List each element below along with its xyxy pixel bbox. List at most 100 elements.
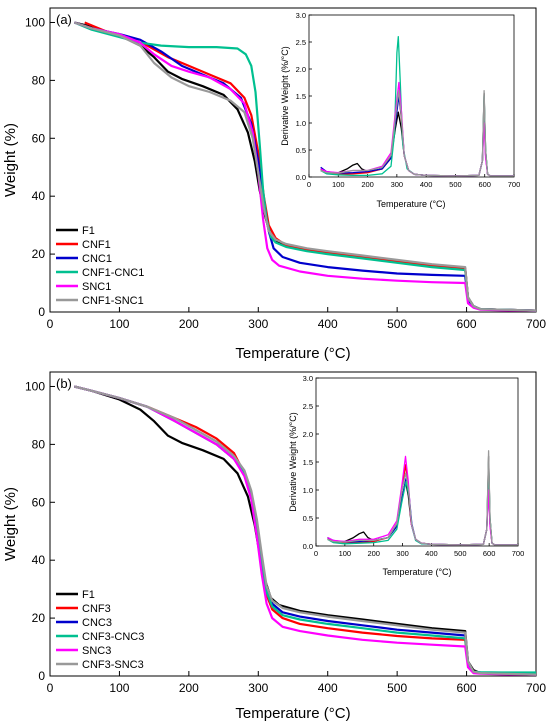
panel-a-inset-x-tick-label: 200 <box>361 180 374 189</box>
panel-a-inset-y-tick-label: 0.5 <box>296 146 306 155</box>
panel-b-series-line-snc3 <box>74 385 537 676</box>
panel-a-inset-series-line-cnf1-snc1 <box>320 89 514 177</box>
panel-a-inset-frame <box>308 14 515 178</box>
panel-a-x-tick-label: 600 <box>457 317 477 331</box>
panel-b-y-tick-label: 100 <box>25 379 45 393</box>
panel-b-legend-label: CNC3 <box>82 617 112 629</box>
panel-a-y-ticks: 0 20 40 60 80 100 <box>25 15 55 319</box>
panel-b-inset-x-tick-label: 600 <box>483 549 496 558</box>
panel-a-x-tick-label: 100 <box>109 317 129 331</box>
panel-b-inset-x-ticks: 0 100 200 300 400 500 600 700 <box>314 543 524 558</box>
panel-a-series <box>73 21 537 312</box>
panel-b-y-tick-label: 40 <box>32 553 46 567</box>
panel-a-x-tick-label: 500 <box>387 317 407 331</box>
panel-a-x-tick-label: 300 <box>248 317 268 331</box>
panel-a-y-axis-label: Weight (%) <box>2 123 19 197</box>
panel-a-x-tick-label: 200 <box>179 317 199 331</box>
panel-a-inset-series <box>320 35 514 177</box>
panel-b-inset-x-tick-label: 700 <box>512 549 525 558</box>
panel-b-plot-frame <box>49 371 537 677</box>
panel-a-inset-x-ticks: 0 100 200 300 400 500 600 700 <box>307 174 520 189</box>
panel-b-legend-label: CNF3-CNC3 <box>82 631 144 643</box>
panel-a-y-tick-label: 100 <box>25 15 45 29</box>
panel-a-y-tick-label: 40 <box>32 189 46 203</box>
panel-b-inset-x-tick-label: 400 <box>425 549 438 558</box>
panel-a-x-tick-label: 400 <box>318 317 338 331</box>
panel-b-inset-x-tick-label: 0 <box>314 549 318 558</box>
panel-b-legend-label: CNF3 <box>82 603 111 615</box>
panel-a-inset-y-tick-label: 2.0 <box>296 65 306 74</box>
panel-b-y-tick-label: 0 <box>38 669 45 683</box>
panel-b-y-tick-label: 20 <box>32 611 46 625</box>
panel-a-inset-y-tick-label: 0.0 <box>296 173 306 182</box>
panel-a-inset-y-tick-label: 3.0 <box>296 11 306 20</box>
panel-b-y-axis-label: Weight (%) <box>2 487 19 561</box>
panel-a-y-tick-label: 60 <box>32 131 46 145</box>
panel-b-inset-series-line-cnf3-snc3 <box>327 450 518 546</box>
panel-b-inset-y-tick-label: 0.5 <box>303 514 313 523</box>
panel-b-x-tick-label: 500 <box>387 681 407 695</box>
panel-a-inset-x-tick-label: 0 <box>307 180 311 189</box>
panel-a-inset-y-tick-label: 2.5 <box>296 38 306 47</box>
panel-b-label: (b) <box>56 376 72 391</box>
panel-b-series <box>74 385 537 676</box>
panel-b-x-tick-label: 600 <box>457 681 477 695</box>
panel-b-inset-y-tick-label: 0.0 <box>303 542 313 551</box>
panel-b-inset: 0 100 200 300 400 500 600 700 0.0 0.5 1.0 1.5 2.0 2.… <box>288 374 524 577</box>
panel-a-inset-x-tick-label: 700 <box>508 180 521 189</box>
panel-b-x-tick-label: 400 <box>318 681 338 695</box>
panel-a-series-line-cnf1-snc1 <box>73 21 537 312</box>
panel-a: (a) 0 100 200 300 400 500 600 700 020406080100 … <box>2 7 546 362</box>
panel-a-inset-x-axis-label: Temperature (°C) <box>376 199 445 209</box>
panel-b-inset-y-tick-label: 2.0 <box>303 430 313 439</box>
panel-a-legend-label: SNC1 <box>82 281 111 293</box>
panel-b-legend: F1 CNF3 CNC3 CNF3-CNC3 SNC3 CNF3-SNC3 <box>56 589 144 671</box>
panel-b-inset-frame <box>315 377 519 547</box>
panel-a-x-tick-label: 700 <box>526 317 546 331</box>
panel-a-label: (a) <box>56 12 72 27</box>
panel-b-legend-label: SNC3 <box>82 645 111 657</box>
panel-b-x-tick-label: 200 <box>179 681 199 695</box>
panel-a-x-tick-label: 0 <box>47 317 54 331</box>
panel-b-inset-series <box>327 450 518 546</box>
panel-a-inset-y-tick-label: 1.5 <box>296 92 306 101</box>
panel-a-inset-y-tick-label: 1.0 <box>296 119 306 128</box>
panel-a-legend-label: CNF1 <box>82 239 111 251</box>
panel-b-legend-label: F1 <box>82 589 95 601</box>
panel-b-inset-x-tick-label: 200 <box>367 549 380 558</box>
panel-b-y-tick-label: 80 <box>32 437 46 451</box>
panel-b-inset-y-tick-label: 3.0 <box>303 374 313 383</box>
panel-b-inset-x-tick-label: 500 <box>454 549 467 558</box>
panel-b-x-axis-label: Temperature (°C) <box>235 705 350 722</box>
panel-a-x-ticks: 0 100 200 300 400 500 600 700 <box>47 307 546 331</box>
panel-b-x-tick-label: 300 <box>248 681 268 695</box>
panel-a-inset-x-tick-label: 300 <box>391 180 404 189</box>
panel-b-inset-y-ticks: 0.0 0.5 1.0 1.5 2.0 2.5 3.0 <box>303 374 319 551</box>
panel-a-inset-y-ticks: 0.0 0.5 1.0 1.5 2.0 2.5 3.0 <box>296 11 312 182</box>
panel-b-y-tick-label: 60 <box>32 495 46 509</box>
panel-a-y-tick-label: 0 <box>38 305 45 319</box>
panel-a-inset-x-tick-label: 600 <box>478 180 491 189</box>
panel-a-legend-label: CNC1 <box>82 253 112 265</box>
panel-b-inset-y-tick-label: 2.5 <box>303 402 313 411</box>
panel-b-inset-y-tick-label: 1.5 <box>303 458 313 467</box>
panel-b-x-tick-label: 100 <box>109 681 129 695</box>
panel-a-inset-y-axis-label: Derivative Weight (%/°C) <box>280 46 290 145</box>
panel-b-x-tick-label: 700 <box>526 681 546 695</box>
panel-b: (b) 0 100 200 300 400 500 600 700 020406080100 … <box>2 371 546 722</box>
panel-a-inset-x-tick-label: 400 <box>420 180 433 189</box>
panel-b-inset-x-tick-label: 100 <box>339 549 352 558</box>
panel-a-inset-x-tick-label: 500 <box>449 180 462 189</box>
panel-a-x-axis-label: Temperature (°C) <box>235 345 350 362</box>
panel-b-inset-x-tick-label: 300 <box>396 549 409 558</box>
panel-a-legend-label: CNF1-CNC1 <box>82 267 144 279</box>
panel-b-series-line-cnf3-snc3 <box>74 385 537 676</box>
panel-b-inset-y-tick-label: 1.0 <box>303 486 313 495</box>
panel-a-inset-x-tick-label: 100 <box>332 180 345 189</box>
panel-b-legend-label: CNF3-SNC3 <box>82 659 144 671</box>
panel-a-y-tick-label: 80 <box>32 73 46 87</box>
panel-a-legend: F1 CNF1 CNC1 CNF1-CNC1 SNC1 CNF1-SNC1 <box>56 225 144 307</box>
panel-b-x-ticks: 0 100 200 300 400 500 600 700 <box>47 671 546 695</box>
panel-b-y-ticks: 0 20 40 60 80 100 <box>25 379 55 683</box>
